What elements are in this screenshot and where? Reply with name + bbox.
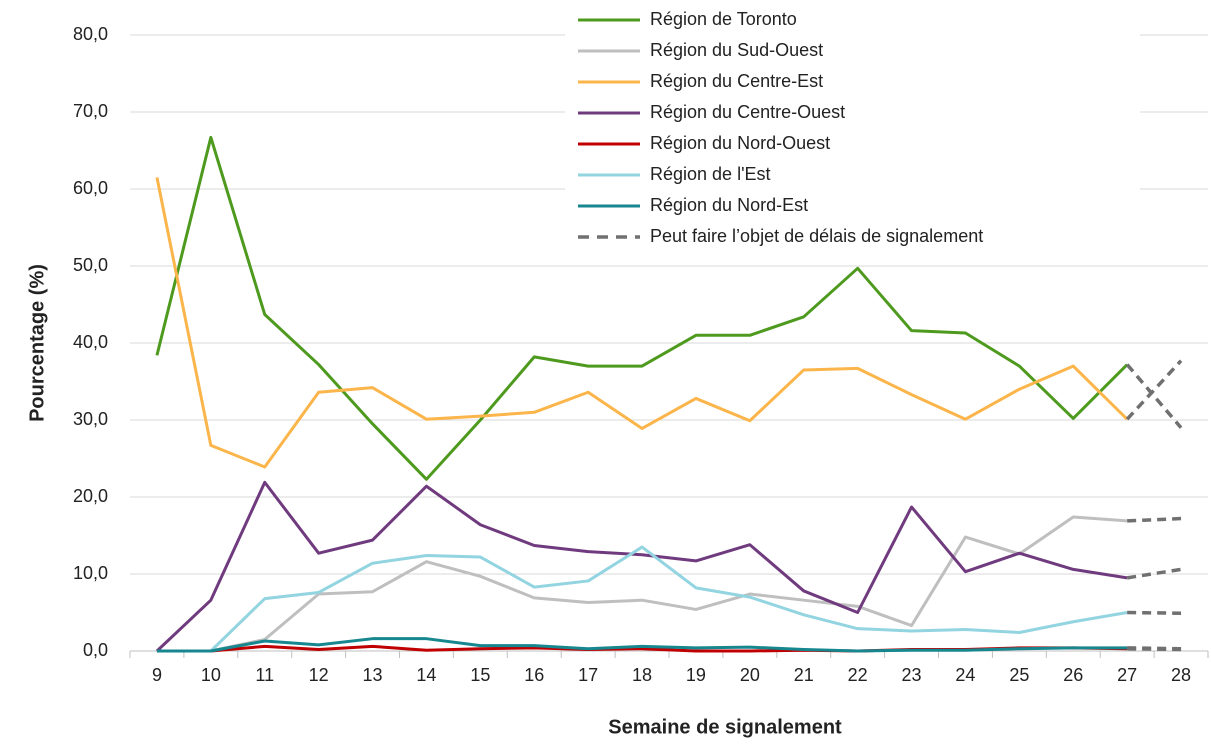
legend-label: Région du Nord-Est — [650, 195, 808, 215]
legend-box — [565, 6, 1140, 252]
y-tick-label: 60,0 — [73, 178, 108, 198]
y-tick-label: 20,0 — [73, 486, 108, 506]
x-tick-label: 27 — [1117, 665, 1137, 685]
x-tick-label: 28 — [1171, 665, 1191, 685]
legend-label: Région du Sud-Ouest — [650, 40, 823, 60]
x-tick-label: 14 — [416, 665, 436, 685]
x-tick-label: 24 — [955, 665, 975, 685]
y-tick-label: 80,0 — [73, 24, 108, 44]
x-tick-label: 17 — [578, 665, 598, 685]
line-delayed — [1125, 359, 1183, 421]
legend-label: Région de Toronto — [650, 9, 797, 29]
x-tick-label: 15 — [470, 665, 490, 685]
y-tick-label: 70,0 — [73, 101, 108, 121]
legend-label: Région du Centre-Est — [650, 71, 823, 91]
y-tick-label: 10,0 — [73, 563, 108, 583]
legend-label: Région du Centre-Ouest — [650, 102, 845, 122]
line-delayed — [1125, 363, 1183, 429]
y-tick-label: 0,0 — [83, 640, 108, 660]
line-series — [155, 135, 1129, 481]
x-tick-label: 22 — [848, 665, 868, 685]
x-tick-label: 21 — [794, 665, 814, 685]
x-tick-label: 18 — [632, 665, 652, 685]
line-delayed — [1126, 567, 1182, 580]
line-series — [156, 637, 1128, 653]
legend-label: Région du Nord-Ouest — [650, 133, 830, 153]
line-delayed — [1127, 610, 1182, 616]
line-series — [155, 177, 1129, 469]
x-tick-label: 9 — [152, 665, 162, 685]
y-tick-label: 30,0 — [73, 409, 108, 429]
x-tick-label: 11 — [255, 665, 274, 685]
y-tick-label: 50,0 — [73, 255, 108, 275]
x-tick-label: 26 — [1063, 665, 1083, 685]
x-tick-label: 12 — [309, 665, 329, 685]
x-tick-label: 16 — [524, 665, 544, 685]
line-series — [156, 545, 1128, 653]
legend-label: Région de l'Est — [650, 164, 771, 184]
line-delayed — [1127, 646, 1182, 651]
x-tick-label: 20 — [740, 665, 760, 685]
legend-label: Peut faire l’objet de délais de signalem… — [650, 226, 983, 246]
x-tick-label: 25 — [1009, 665, 1029, 685]
x-axis-title: Semaine de signalement — [608, 716, 842, 738]
line-series — [155, 480, 1128, 653]
x-tick-label: 23 — [902, 665, 922, 685]
y-tick-label: 40,0 — [73, 332, 108, 352]
x-tick-label: 19 — [686, 665, 706, 685]
x-tick-label: 13 — [363, 665, 383, 685]
line-delayed — [1127, 516, 1182, 523]
x-tick-label: 10 — [201, 665, 221, 685]
y-axis-title: Pourcentage (%) — [26, 264, 48, 422]
line-series — [156, 515, 1128, 653]
